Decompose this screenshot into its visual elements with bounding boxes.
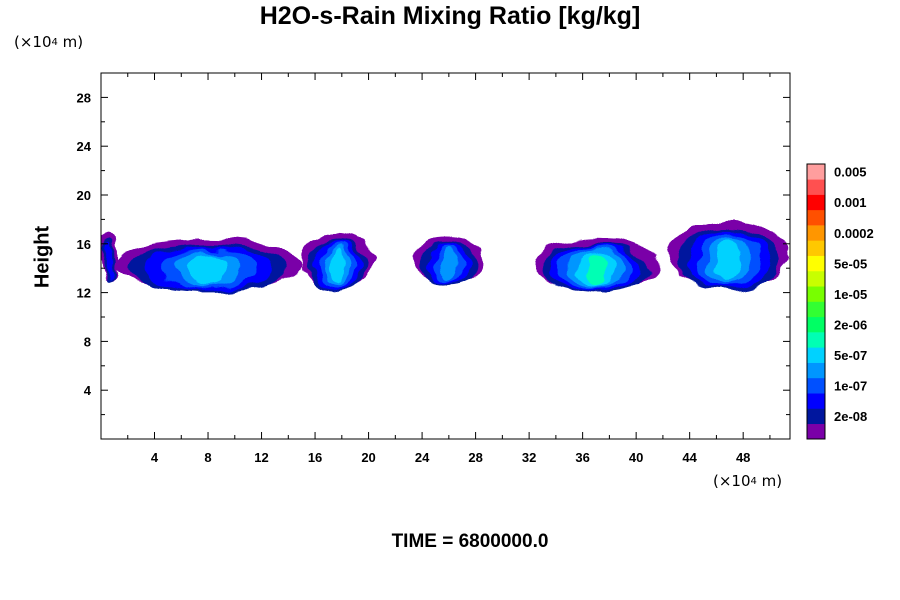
- colorbar-swatch-2: [807, 393, 825, 409]
- colorbar-swatch-6: [807, 332, 825, 348]
- y-tick-label-5: 24: [77, 139, 92, 154]
- colorbar-label-6: 0.0002: [834, 226, 874, 241]
- colorbar-swatch-4: [807, 362, 825, 379]
- x-tick-label-3: 16: [308, 450, 322, 465]
- rain-band-5: [188, 252, 228, 286]
- colorbar-label-1: 1e-07: [834, 379, 867, 394]
- x-tick-label-0: 4: [151, 450, 159, 465]
- colorbar-label-5: 5e-05: [834, 256, 867, 271]
- y-axis-unit-label: (×104 m): [14, 33, 84, 51]
- rain-band-5: [715, 238, 742, 282]
- colorbar-swatch-15: [807, 194, 825, 211]
- x-tick-label-1: 8: [204, 450, 211, 465]
- colorbar-swatch-14: [807, 209, 825, 226]
- y-tick-label-4: 20: [77, 188, 91, 203]
- colorbar-swatch-8: [807, 301, 825, 318]
- colorbar-label-0: 2e-08: [834, 409, 867, 424]
- x-tick-label-7: 32: [522, 450, 536, 465]
- plot-frame: [100, 72, 791, 440]
- rain-band-6: [585, 251, 608, 286]
- rain-region-4: [534, 237, 659, 295]
- x-tick-label-6: 28: [468, 450, 482, 465]
- colorbar-label-2: 5e-07: [834, 348, 867, 363]
- x-tick-label-5: 24: [415, 450, 430, 465]
- y-tick-label-0: 4: [84, 383, 92, 398]
- y-axis: 4 8 12 16 20 24 28: [77, 90, 790, 416]
- rain-region-1: [114, 238, 302, 293]
- colorbar-label-8: 0.005: [834, 165, 867, 180]
- colorbar-swatch-16: [807, 179, 825, 195]
- x-axis-unit-label: (×104 m): [713, 472, 783, 490]
- colorbar-swatch-0: [807, 423, 825, 440]
- rain-band-2: [105, 242, 113, 280]
- x-tick-label-9: 40: [629, 450, 643, 465]
- y-tick-label-2: 12: [77, 286, 91, 301]
- rain-field: [101, 221, 790, 295]
- x-tick-label-11: 48: [736, 450, 750, 465]
- rain-region-5: [666, 221, 790, 291]
- y-tick-label-6: 28: [77, 90, 91, 105]
- rain-region-0: [101, 231, 118, 284]
- colorbar-label-7: 0.001: [834, 195, 867, 210]
- colorbar-swatch-1: [807, 408, 825, 425]
- colorbar-frame: [806, 163, 826, 440]
- x-tick-label-8: 36: [575, 450, 589, 465]
- colorbar-label-4: 1e-05: [834, 287, 867, 302]
- rain-region-2: [301, 232, 373, 293]
- x-axis: 4 8 12 16 20 24 28 32 36 40 44 48: [127, 73, 771, 465]
- colorbar-swatch-9: [807, 286, 825, 302]
- x-tick-label-4: 20: [361, 450, 375, 465]
- colorbar-swatch-3: [807, 377, 825, 394]
- x-tick-label-2: 12: [254, 450, 268, 465]
- rain-band-4: [439, 248, 457, 279]
- y-tick-label-3: 16: [77, 237, 91, 252]
- colorbar-swatch-13: [807, 225, 825, 241]
- rain-region-3: [412, 236, 484, 285]
- colorbar-swatch-12: [807, 240, 825, 256]
- colorbar: 2e-08 1e-07 5e-07 2e-06 1e-05 5e-05 0.0002 0.00…: [806, 163, 874, 440]
- colorbar-swatch-10: [807, 270, 825, 287]
- colorbar-swatch-5: [807, 347, 825, 363]
- x-tick-label-10: 44: [682, 450, 697, 465]
- rain-band-5: [329, 247, 345, 285]
- chart-title: H2O-s-Rain Mixing Ratio [kg/kg]: [259, 2, 641, 30]
- colorbar-swatch-11: [807, 255, 825, 272]
- colorbar-label-3: 2e-06: [834, 317, 867, 332]
- time-label: TIME = 6800000.0: [391, 531, 549, 552]
- colorbar-swatch-7: [807, 316, 825, 333]
- colorbar-swatch-17: [807, 164, 825, 180]
- y-tick-label-1: 8: [84, 334, 91, 349]
